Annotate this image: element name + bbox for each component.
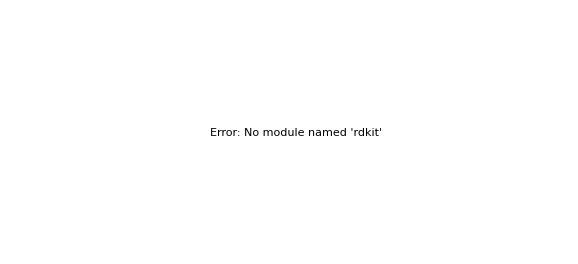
Text: Error: No module named 'rdkit': Error: No module named 'rdkit' — [210, 128, 382, 138]
